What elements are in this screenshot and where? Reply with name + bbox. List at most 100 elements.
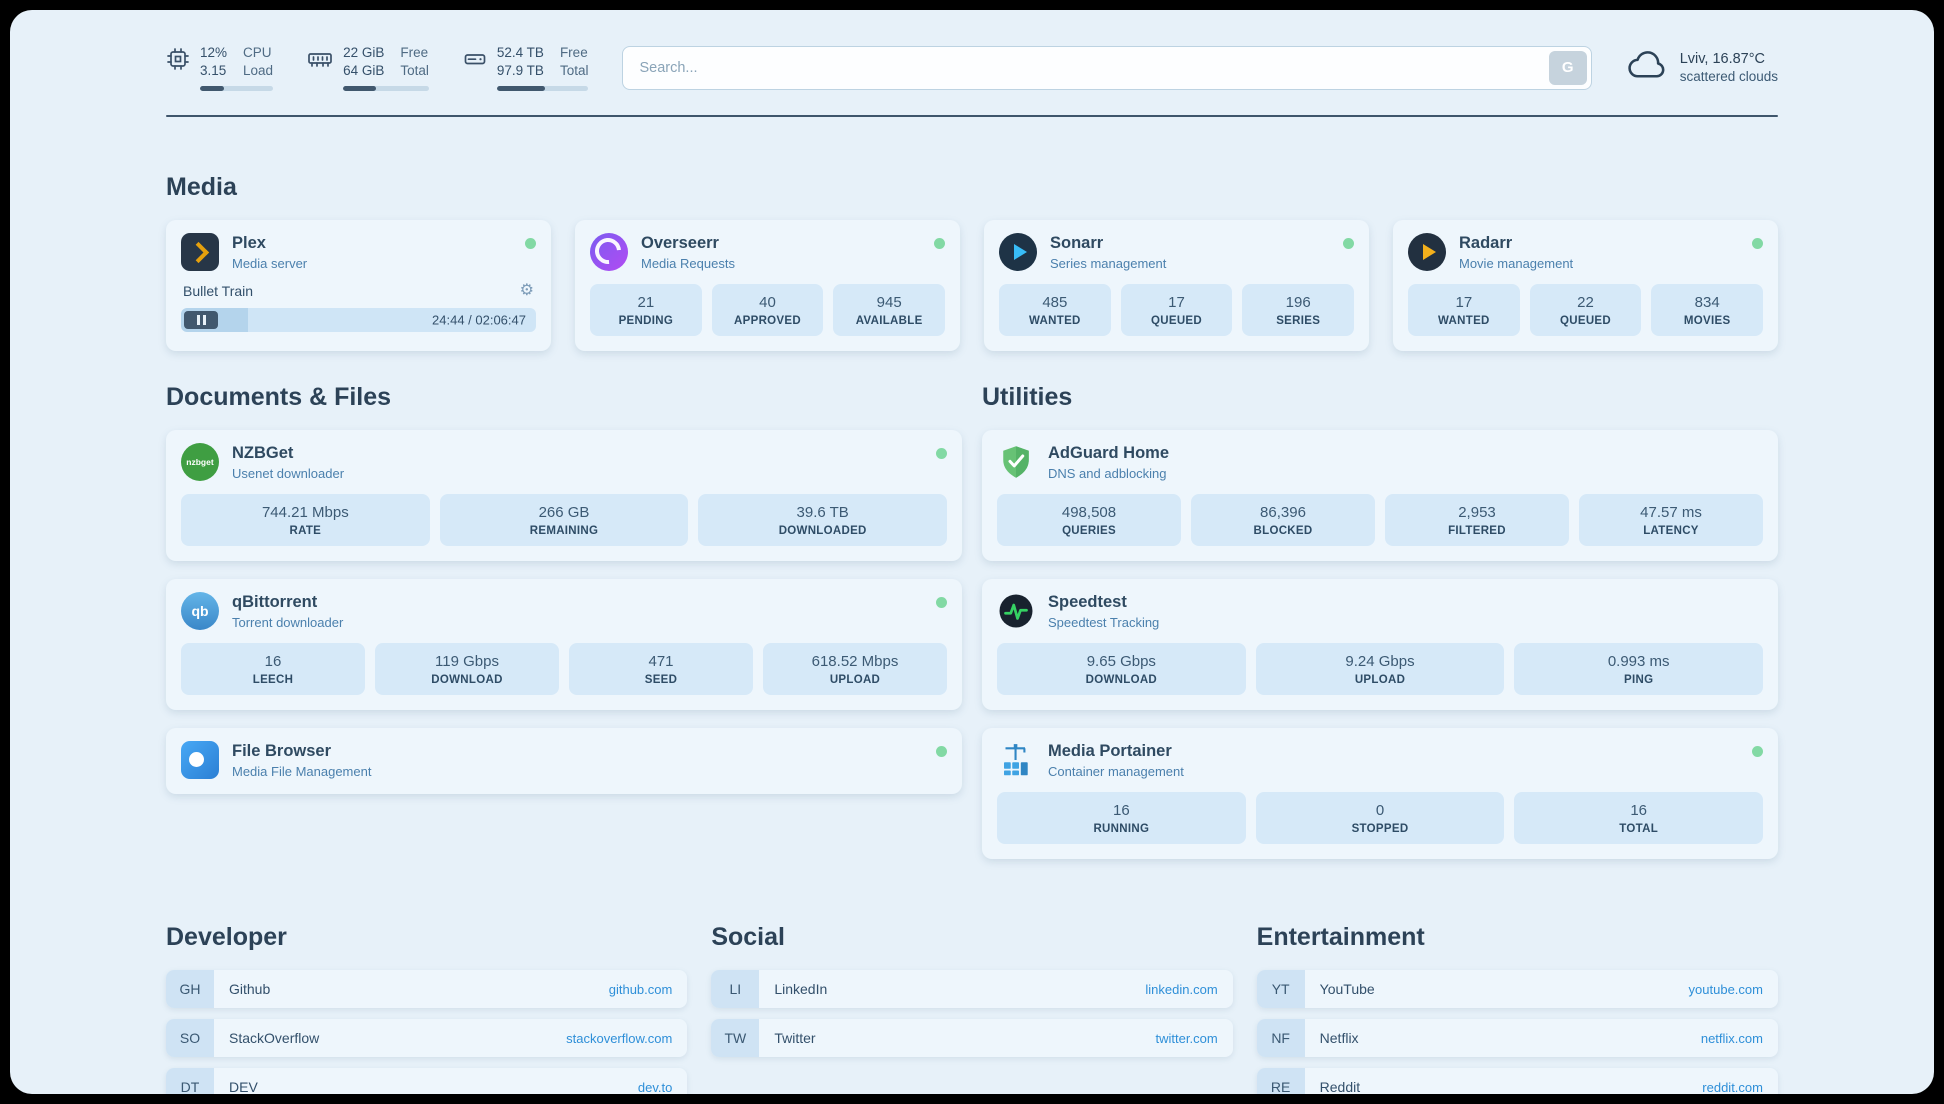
- radarr-icon: [1408, 233, 1446, 272]
- overseerr-icon: [590, 233, 628, 272]
- cpu-widget: 12% 3.15 CPU Load: [166, 44, 274, 92]
- status-dot: [1343, 238, 1354, 250]
- section-title-media: Media: [166, 173, 237, 202]
- memory-free-label: Free: [400, 45, 429, 60]
- service-card-overseerr[interactable]: Overseerr Media Requests 21 PENDING 40 A…: [575, 220, 960, 352]
- portainer-crane-icon: [997, 741, 1035, 779]
- search-input[interactable]: [622, 45, 1592, 90]
- memory-free-value: 22 GiB: [343, 45, 385, 60]
- search-provider-button[interactable]: G: [1548, 50, 1587, 85]
- stat-running: 16 RUNNING: [997, 792, 1246, 845]
- stat-rate: 744.21 Mbps RATE: [181, 494, 430, 547]
- bookmark-abbr: SO: [166, 1019, 214, 1058]
- memory-total-value: 64 GiB: [343, 63, 385, 79]
- service-subtitle: Movie management: [1459, 255, 1574, 271]
- disk-icon: [463, 44, 487, 76]
- bookmark-abbr: GH: [166, 970, 214, 1009]
- search-bar: G: [622, 45, 1592, 90]
- stat-blocked: 86,396 BLOCKED: [1191, 494, 1375, 547]
- service-card-filebrowser[interactable]: File Browser Media File Management: [166, 728, 962, 795]
- speedtest-pulse-icon: [997, 592, 1035, 630]
- gear-icon[interactable]: ⚙: [519, 282, 534, 300]
- service-subtitle: Torrent downloader: [232, 614, 344, 630]
- service-name: Media Portainer: [1048, 741, 1172, 760]
- stat-series: 196 SERIES: [1242, 284, 1355, 337]
- service-subtitle: Media server: [232, 255, 308, 271]
- stat-upload: 9.24 Gbps UPLOAD: [1255, 643, 1505, 696]
- disk-free-label: Free: [559, 45, 588, 60]
- bookmark-name: LinkedIn: [774, 981, 828, 998]
- service-name: qBittorrent: [232, 592, 318, 611]
- service-card-portainer[interactable]: Media Portainer Container management 16 …: [982, 728, 1778, 860]
- service-card-radarr[interactable]: Radarr Movie management 17 WANTED 22 QUE…: [1393, 220, 1778, 352]
- bookmark-abbr: LI: [711, 970, 760, 1009]
- bookmark-dev[interactable]: DT DEV dev.to: [166, 1068, 688, 1094]
- memory-total-label: Total: [400, 63, 429, 79]
- memory-widget: 22 GiB 64 GiB Free Total: [307, 44, 429, 92]
- stat-queries: 498,508 QUERIES: [997, 494, 1181, 547]
- service-card-sonarr[interactable]: Sonarr Series management 485 WANTED 17 Q…: [984, 220, 1369, 352]
- bookmark-linkedin[interactable]: LI LinkedIn linkedin.com: [711, 970, 1233, 1009]
- service-subtitle: Series management: [1050, 255, 1167, 271]
- bookmark-github[interactable]: GH Github github.com: [166, 970, 688, 1009]
- weather-widget[interactable]: Lviv, 16.87°C scattered clouds: [1626, 50, 1778, 85]
- pause-button[interactable]: [184, 311, 218, 330]
- bookmark-abbr: YT: [1256, 970, 1305, 1009]
- status-dot: [934, 238, 945, 250]
- developer-column: Developer GH Github github.com SO StackO…: [166, 923, 688, 1094]
- utilities-column: Utilities AdGuard Home DNS and adblockin…: [982, 383, 1778, 860]
- stat-ping: 0.993 ms PING: [1514, 643, 1764, 696]
- section-title-social: Social: [711, 923, 785, 952]
- disk-total-value: 97.9 TB: [496, 63, 544, 79]
- service-name: Sonarr: [1050, 233, 1104, 252]
- service-card-qbittorrent[interactable]: qb qBittorrent Torrent downloader 16 LEE…: [166, 579, 962, 711]
- bookmark-name: YouTube: [1319, 981, 1375, 998]
- bookmark-url: twitter.com: [1155, 1030, 1218, 1046]
- disk-usage-bar: [496, 86, 589, 92]
- stat-pending: 21 PENDING: [590, 284, 702, 337]
- stat-seed: 471 SEED: [569, 643, 753, 696]
- bookmark-stackoverflow[interactable]: SO StackOverflow stackoverflow.com: [166, 1019, 688, 1058]
- sonarr-icon: [999, 233, 1037, 272]
- stat-filtered: 2,953 FILTERED: [1385, 494, 1569, 547]
- status-dot: [1752, 238, 1763, 250]
- stat-queued: 22 QUEUED: [1529, 284, 1642, 337]
- service-subtitle: Media Requests: [641, 255, 735, 271]
- bookmark-name: Reddit: [1319, 1079, 1361, 1094]
- plex-icon: [181, 233, 219, 272]
- section-title-developer: Developer: [166, 923, 287, 952]
- disk-total-label: Total: [559, 63, 589, 79]
- disk-usage-bar-fill: [496, 86, 545, 92]
- bookmark-twitter[interactable]: TW Twitter twitter.com: [711, 1019, 1233, 1058]
- service-card-plex[interactable]: Plex Media server Bullet Train ⚙ 24:44 /…: [166, 220, 551, 352]
- stat-stopped: 0 STOPPED: [1255, 792, 1505, 845]
- now-playing-row: Bullet Train ⚙: [181, 282, 536, 300]
- cloud-icon: [1626, 50, 1668, 85]
- resource-widgets: 12% 3.15 CPU Load: [166, 44, 589, 92]
- service-card-speedtest[interactable]: Speedtest Speedtest Tracking 9.65 Gbps D…: [982, 579, 1778, 711]
- stat-available: 945 AVAILABLE: [833, 284, 946, 337]
- ram-icon: [307, 44, 333, 76]
- stat-movies: 834 MOVIES: [1651, 284, 1764, 337]
- bookmark-url: stackoverflow.com: [566, 1030, 673, 1046]
- service-card-nzbget[interactable]: nzbget NZBGet Usenet downloader 744.21 M…: [166, 430, 962, 562]
- service-card-adguard[interactable]: AdGuard Home DNS and adblocking 498,508 …: [982, 430, 1778, 562]
- bookmark-reddit[interactable]: RE Reddit reddit.com: [1256, 1068, 1778, 1094]
- bookmark-netflix[interactable]: NF Netflix netflix.com: [1256, 1019, 1778, 1058]
- bookmark-name: Twitter: [774, 1030, 816, 1047]
- bookmark-url: dev.to: [637, 1079, 673, 1094]
- stat-download: 119 Gbps DOWNLOAD: [375, 643, 559, 696]
- service-subtitle: Usenet downloader: [232, 465, 345, 481]
- topbar-divider: [166, 115, 1778, 118]
- stat-approved: 40 APPROVED: [711, 284, 824, 337]
- stat-total: 16 TOTAL: [1514, 792, 1764, 845]
- memory-usage-bar: [343, 86, 429, 92]
- bookmark-abbr: NF: [1256, 1019, 1305, 1058]
- cpu-load-label: Load: [243, 63, 274, 79]
- topbar: 12% 3.15 CPU Load: [166, 10, 1778, 107]
- bookmark-youtube[interactable]: YT YouTube youtube.com: [1256, 970, 1778, 1009]
- weather-condition: scattered clouds: [1679, 69, 1778, 85]
- memory-usage-bar-fill: [343, 86, 376, 92]
- status-dot: [936, 746, 947, 758]
- disk-free-value: 52.4 TB: [496, 45, 544, 60]
